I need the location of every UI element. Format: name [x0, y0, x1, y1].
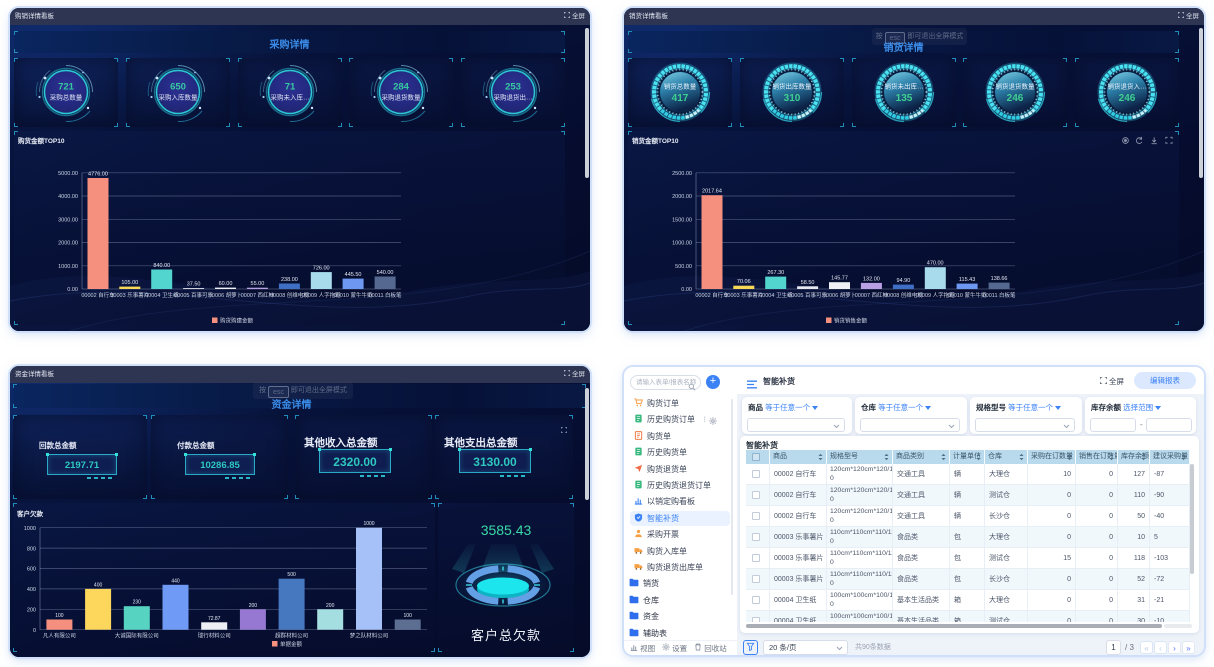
svg-text:840.00: 840.00 — [153, 263, 170, 269]
svg-text:600: 600 — [27, 567, 36, 573]
svg-text:70.06: 70.06 — [737, 279, 751, 285]
svg-text:采购总数量: 采购总数量 — [50, 93, 83, 102]
svg-text:253: 253 — [505, 82, 521, 93]
svg-text:00005 百事可乐: 00005 百事可乐 — [174, 291, 213, 299]
svg-text:00009 人字拖鞋: 00009 人字拖鞋 — [916, 291, 955, 299]
svg-text:310: 310 — [783, 93, 800, 104]
svg-text:00005 百事可乐: 00005 百事可乐 — [788, 291, 827, 299]
svg-text:55.00: 55.00 — [251, 281, 265, 287]
svg-text:00004 卫生纸: 00004 卫生纸 — [759, 291, 793, 299]
svg-text:4000.00: 4000.00 — [58, 194, 78, 200]
svg-text:2000.00: 2000.00 — [672, 194, 692, 200]
svg-text:大诚国际有限公司: 大诚国际有限公司 — [115, 632, 159, 640]
svg-text:00003 乐事薯片: 00003 乐事薯片 — [110, 291, 149, 299]
svg-text:00010 蒙牛牛奶: 00010 蒙牛牛奶 — [334, 291, 373, 299]
svg-text:采购未入库…: 采购未入库… — [270, 93, 309, 102]
svg-text:瑞行材料公司: 瑞行材料公司 — [198, 632, 231, 640]
svg-text:00002 自行车: 00002 自行车 — [81, 291, 115, 299]
svg-text:2000.00: 2000.00 — [58, 241, 78, 247]
svg-text:销货总数量: 销货总数量 — [664, 82, 697, 91]
svg-text:145.77: 145.77 — [831, 276, 848, 282]
svg-text:00008 创维电视: 00008 创维电视 — [884, 291, 923, 299]
svg-text:凡人有限公司: 凡人有限公司 — [43, 632, 76, 640]
svg-text:3000.00: 3000.00 — [58, 218, 78, 224]
svg-text:650: 650 — [170, 82, 186, 93]
svg-text:00007 西红柿: 00007 西红柿 — [241, 291, 275, 299]
svg-text:2500.00: 2500.00 — [672, 171, 692, 177]
svg-text:400: 400 — [94, 582, 103, 588]
svg-text:1000: 1000 — [24, 526, 36, 532]
svg-text:00006 胡萝卜: 00006 胡萝卜 — [209, 291, 242, 299]
svg-text:00010 蒙牛牛奶: 00010 蒙牛牛奶 — [948, 291, 987, 299]
svg-text:00004 卫生纸: 00004 卫生纸 — [145, 291, 179, 299]
svg-text:0: 0 — [33, 628, 36, 634]
svg-text:00011 白板笔: 00011 白板笔 — [369, 291, 402, 299]
svg-text:246: 246 — [1007, 93, 1024, 104]
svg-text:200: 200 — [27, 608, 36, 614]
svg-text:267.30: 267.30 — [767, 270, 784, 276]
svg-text:采购入库数量: 采购入库数量 — [158, 93, 198, 102]
svg-text:0.00: 0.00 — [681, 287, 692, 293]
svg-text:销货销售金额: 销货销售金额 — [834, 317, 868, 325]
svg-text:721: 721 — [58, 82, 75, 93]
svg-text:200: 200 — [326, 603, 335, 609]
svg-text:238.00: 238.00 — [281, 277, 298, 283]
svg-text:71: 71 — [284, 82, 295, 93]
svg-text:00009 人字拖鞋: 00009 人字拖鞋 — [302, 291, 341, 299]
svg-text:销货退货数量: 销货退货数量 — [996, 82, 1036, 91]
svg-text:500.00: 500.00 — [675, 264, 692, 270]
svg-text:00002 自行车: 00002 自行车 — [695, 291, 729, 299]
svg-text:0.00: 0.00 — [67, 287, 78, 293]
svg-text:135: 135 — [895, 93, 912, 104]
svg-text:72.87: 72.87 — [208, 616, 221, 622]
svg-text:采购退货数量: 采购退货数量 — [382, 93, 422, 102]
svg-text:200: 200 — [249, 603, 258, 609]
svg-text:1000.00: 1000.00 — [672, 241, 692, 247]
svg-text:00011 白板笔: 00011 白板笔 — [983, 291, 1016, 299]
svg-text:284: 284 — [393, 82, 410, 93]
svg-text:445.50: 445.50 — [345, 272, 362, 278]
svg-text:1500.00: 1500.00 — [672, 218, 692, 224]
svg-text:58.50: 58.50 — [801, 280, 815, 286]
svg-text:115.43: 115.43 — [959, 277, 975, 283]
svg-text:726.00: 726.00 — [313, 266, 330, 272]
svg-text:1000.00: 1000.00 — [58, 264, 78, 270]
svg-text:超群材料公司: 超群材料公司 — [275, 632, 308, 640]
svg-text:00007 西红柿: 00007 西红柿 — [855, 291, 889, 299]
svg-text:417: 417 — [672, 93, 689, 104]
svg-text:梦之队材料公司: 梦之队材料公司 — [350, 632, 389, 640]
svg-text:00008 创维电视: 00008 创维电视 — [270, 291, 309, 299]
svg-text:100: 100 — [55, 613, 64, 619]
svg-text:1000: 1000 — [363, 521, 374, 527]
svg-text:60.00: 60.00 — [219, 281, 233, 287]
svg-text:440: 440 — [171, 578, 180, 584]
svg-text:购货购建金额: 购货购建金额 — [220, 317, 254, 325]
svg-text:100: 100 — [404, 613, 413, 619]
svg-text:470.00: 470.00 — [927, 261, 944, 267]
svg-text:4776.00: 4776.00 — [88, 172, 108, 178]
svg-text:00003 乐事薯片: 00003 乐事薯片 — [724, 291, 763, 299]
svg-text:500: 500 — [287, 572, 296, 578]
svg-text:销货退货入…: 销货退货入… — [1108, 82, 1147, 91]
svg-text:800: 800 — [27, 546, 36, 552]
svg-text:销货出库数量: 销货出库数量 — [772, 82, 812, 91]
svg-text:105.00: 105.00 — [121, 280, 138, 286]
svg-text:采购退货出…: 采购退货出… — [494, 93, 533, 102]
svg-text:540.00: 540.00 — [377, 270, 394, 276]
svg-text:2017.64: 2017.64 — [702, 189, 722, 195]
svg-text:37.50: 37.50 — [187, 282, 201, 288]
svg-text:94.90: 94.90 — [897, 278, 911, 284]
svg-text:230: 230 — [133, 600, 142, 606]
svg-text:246: 246 — [1119, 93, 1136, 104]
svg-text:400: 400 — [27, 587, 36, 593]
svg-text:5000.00: 5000.00 — [58, 171, 78, 177]
svg-text:单据金额: 单据金额 — [280, 640, 303, 648]
svg-text:销货未出库…: 销货未出库… — [884, 82, 923, 91]
svg-text:00006 胡萝卜: 00006 胡萝卜 — [823, 291, 856, 299]
svg-text:132.00: 132.00 — [863, 276, 880, 282]
svg-text:138.66: 138.66 — [991, 276, 1008, 282]
